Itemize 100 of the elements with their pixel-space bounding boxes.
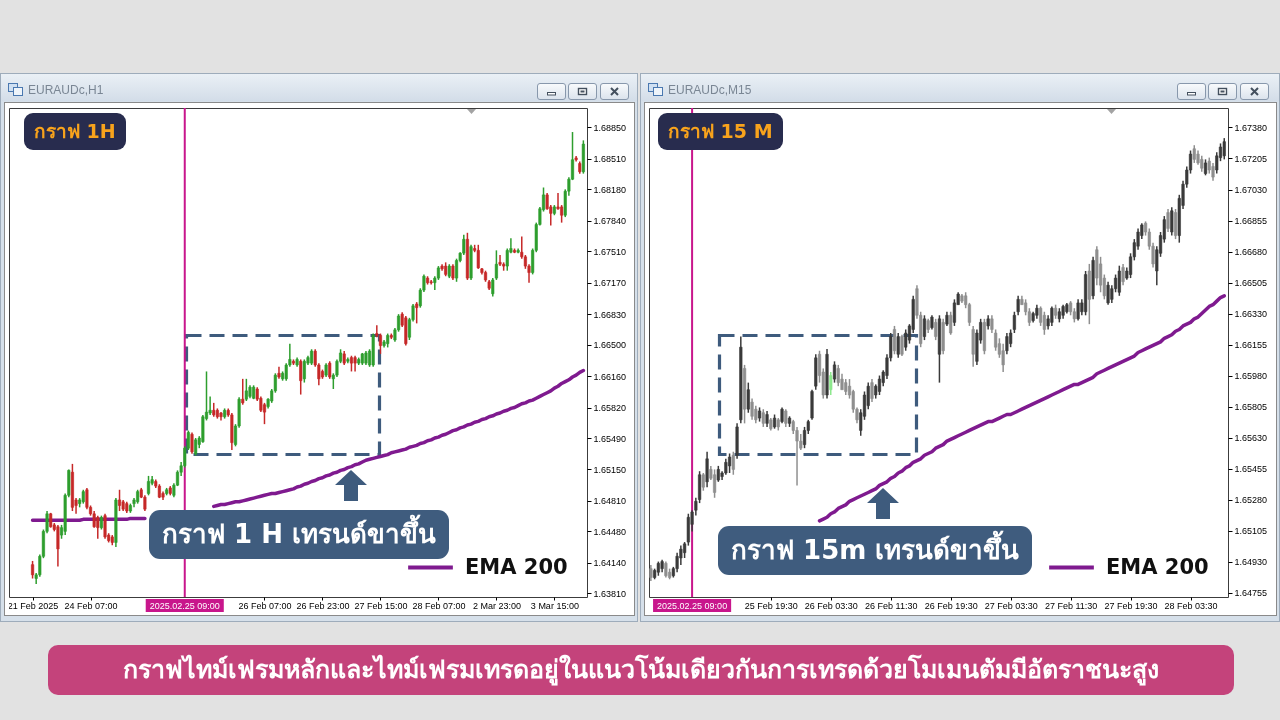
legend-label: EMA 200: [465, 554, 568, 579]
x-tick-label: 26 Feb 03:30: [804, 600, 858, 611]
text: กราฟ 15 M: [658, 113, 783, 150]
candlestick: [415, 301, 419, 325]
y-tick-label: 1.65455: [1234, 464, 1268, 475]
candlestick: [750, 397, 754, 421]
candlestick: [1121, 263, 1125, 286]
candlestick: [900, 334, 904, 357]
y-tick-label: 1.66155: [1234, 340, 1268, 351]
x-tick-label: 27 Feb 19:30: [1104, 600, 1158, 611]
y-tick-label: 1.63810: [593, 588, 627, 599]
x-tick-label: 2 Mar 23:00: [472, 600, 521, 611]
candlestick: [96, 514, 100, 540]
candlestick: [1117, 264, 1121, 297]
y-tick-label: 1.65805: [1234, 402, 1268, 413]
x-tick-label: 27 Feb 11:30: [1044, 600, 1098, 611]
y-tick-label: 1.66500: [593, 340, 627, 351]
y-tick-label: 1.65820: [593, 403, 627, 413]
candlestick: [299, 358, 303, 396]
y-tick-label: 1.67510: [593, 246, 627, 257]
candlestick: [832, 360, 837, 384]
candlestick: [934, 318, 938, 341]
x-tick-label: 28 Feb 07:00: [412, 600, 466, 611]
y-tick-label: 1.66855: [1234, 216, 1268, 227]
y-tick-label: 1.65490: [593, 433, 627, 444]
candlestick: [896, 332, 900, 359]
x-tick-label: 28 Feb 03:30: [1164, 600, 1218, 611]
candlestick: [244, 378, 248, 402]
candlestick: [870, 378, 874, 403]
y-tick-label: 1.64810: [593, 496, 627, 507]
y-tick-label: 1.67170: [593, 278, 627, 289]
candlestick: [190, 431, 194, 455]
line-series: [817, 294, 1226, 523]
text: กราฟไทม์เฟรมหลักและไทม์เฟรมเทรดอยู่ในแนวโน้มเดียวกันการเทรดด้วยโมเมนตัมมีอัตราชนะสูง: [48, 645, 1234, 695]
y-tick-label: 1.64480: [593, 526, 627, 537]
y-tick-label: 1.66830: [593, 309, 627, 320]
candlestick: [505, 247, 509, 272]
chart-subtitle: EURAUDc,M15: [668, 83, 752, 97]
candlestick: [705, 450, 709, 488]
chart-subtitle: EURAUDc,H1: [28, 83, 104, 97]
candlestick: [1001, 342, 1005, 373]
x-tick-label: 25 Feb 19:30: [744, 600, 798, 611]
y-tick-label: 1.66505: [1234, 278, 1268, 289]
y-tick-label: 1.67205: [1234, 153, 1268, 164]
x-tick-label: 26 Feb 23:00: [296, 600, 350, 611]
y-tick-label: 1.66330: [1234, 309, 1268, 320]
x-tick-label: 27 Feb 15:00: [354, 600, 408, 611]
x-tick-label: 24 Feb 07:00: [64, 600, 118, 611]
x-tick-label: 26 Feb 11:30: [865, 600, 918, 611]
candlestick: [829, 371, 833, 396]
y-tick-label: 1.65150: [593, 464, 627, 475]
candlestick: [498, 254, 502, 267]
candlestick: [713, 468, 717, 499]
y-tick-label: 1.64930: [1234, 557, 1268, 568]
y-tick-label: 1.68180: [593, 184, 627, 195]
annotation: กราฟ 15m เทรนด์ขาขึ้น: [718, 526, 1033, 575]
candlestick: [836, 364, 840, 387]
x-tick-label: 27 Feb 03:30: [984, 600, 1038, 611]
candlestick: [949, 311, 953, 336]
candlestick: [728, 452, 732, 474]
annotation: กราฟ 1 H เทรนด์ขาขึ้น: [149, 510, 450, 559]
x-tick-label: 3 Mar 15:00: [530, 600, 579, 611]
y-tick-label: 1.65980: [1234, 371, 1268, 382]
x-tick-label: 21 Feb 2025: [7, 600, 59, 611]
y-tick-label: 1.67030: [1234, 185, 1268, 195]
x-tick-label: 26 Feb 19:30: [924, 600, 978, 611]
candlestick: [1222, 137, 1226, 161]
candlestick: [1076, 298, 1080, 322]
candlestick: [1005, 332, 1009, 356]
text: กราฟ 1H: [24, 113, 126, 150]
candlestick: [103, 513, 107, 540]
y-tick-label: 1.66680: [1234, 247, 1268, 258]
y-tick-label: 1.65630: [1234, 433, 1268, 444]
legend-label: EMA 200: [1106, 554, 1209, 579]
candlestick: [892, 325, 897, 356]
y-tick-label: 1.64755: [1234, 588, 1268, 599]
candlestick: [1170, 206, 1174, 237]
candlestick: [302, 358, 306, 384]
y-tick-label: 1.66160: [593, 371, 627, 382]
y-tick-label: 1.64140: [593, 558, 627, 569]
candlestick: [731, 450, 735, 476]
candlestick: [1166, 208, 1170, 233]
candlestick: [1050, 305, 1054, 327]
x-tick-label: 2025.02.25 09:00: [149, 600, 220, 611]
candlestick: [56, 524, 60, 568]
x-tick-label: 2025.02.25 09:00: [657, 600, 728, 611]
y-tick-label: 1.68510: [593, 154, 627, 165]
candlestick: [746, 381, 750, 414]
candlestick: [241, 378, 245, 406]
candlestick: [1016, 295, 1020, 317]
candlestick: [1106, 280, 1110, 306]
y-tick-label: 1.65105: [1234, 526, 1268, 537]
candlestick: [877, 374, 882, 396]
x-tick-label: 26 Feb 07:00: [238, 600, 292, 611]
y-tick-label: 1.67840: [593, 216, 627, 227]
y-tick-label: 1.68850: [593, 122, 627, 133]
candlestick: [904, 328, 908, 352]
y-tick-label: 1.67380: [1234, 122, 1268, 133]
y-tick-label: 1.65280: [1234, 495, 1268, 506]
candlestick: [476, 244, 480, 270]
